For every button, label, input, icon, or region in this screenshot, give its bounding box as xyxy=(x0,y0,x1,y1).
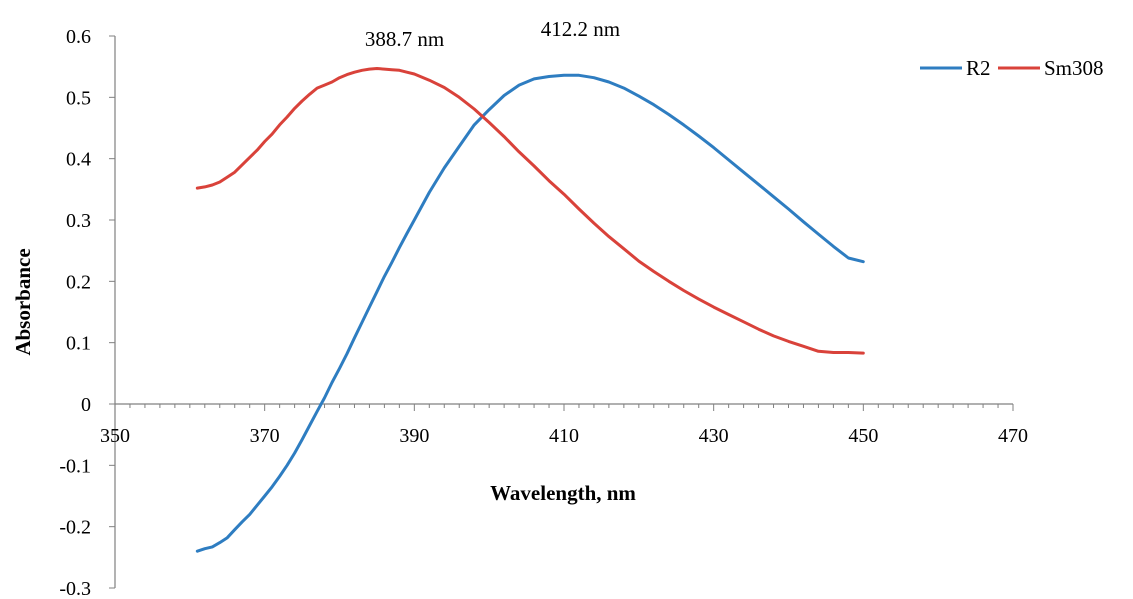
axes-layer xyxy=(114,36,1013,588)
y-tick-label: -0.2 xyxy=(59,517,91,539)
y-tick-label: 0.1 xyxy=(66,333,91,355)
y-tick-label: 0.2 xyxy=(66,271,91,293)
x-tick-label: 390 xyxy=(399,425,429,447)
y-axis-title: Absorbance xyxy=(11,248,35,355)
y-tick-label: 0.5 xyxy=(66,87,91,109)
y-tick-label: 0 xyxy=(81,394,91,416)
peak-annotation: 412.2 nm xyxy=(541,17,620,41)
legend-label-r2: R2 xyxy=(966,56,991,80)
y-tick-label: 0.3 xyxy=(66,210,91,232)
y-tick-label: -0.1 xyxy=(59,455,91,477)
x-tick-label: 370 xyxy=(250,425,280,447)
series-line-r2 xyxy=(195,73,865,553)
series-layer xyxy=(195,67,865,553)
ticks-layer: 0.6 0.5 0.4 0.3 0.2 0.1 0 -0.1 -0.2 -0.3 350 370 390… xyxy=(59,26,1028,599)
x-axis-title: Wavelength, nm xyxy=(490,481,636,505)
y-tick-label: 0.6 xyxy=(66,26,91,48)
y-tick-label: 0.4 xyxy=(66,149,91,171)
x-tick-label: 470 xyxy=(998,425,1028,447)
x-tick-label: 430 xyxy=(699,425,729,447)
peak-annotation: 388.7 nm xyxy=(365,27,444,51)
y-tick-label: -0.3 xyxy=(59,578,91,599)
x-tick-label: 410 xyxy=(549,425,579,447)
legend: R2 Sm308 xyxy=(920,56,1104,80)
x-tick-label: 350 xyxy=(100,425,130,447)
annotations-layer: 388.7 nm 412.2 nm xyxy=(365,17,620,51)
series-line-sm308 xyxy=(195,67,865,355)
legend-label-sm308: Sm308 xyxy=(1044,56,1104,80)
x-tick-label: 450 xyxy=(848,425,878,447)
